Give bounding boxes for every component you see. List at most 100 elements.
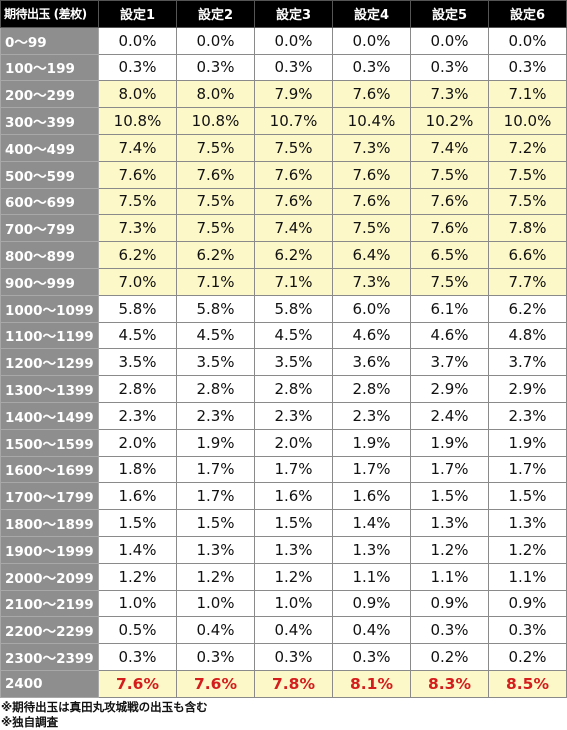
table-cell: 2.3% [98,401,177,430]
row-label: 1200〜1299 [0,348,99,377]
table-row: 1500〜1599 2.0% 1.9% 2.0% 1.9% 1.9% 1.9% [0,428,567,457]
table-body: 0〜99 0.0% 0.0% 0.0% 0.0% 0.0% 0.0% 100〜199 0.3% 0… [0,26,567,698]
table-row: 1000〜1099 5.8% 5.8% 5.8% 6.0% 6.1% 6.2% [0,294,567,323]
row-label: 300〜399 [0,107,99,135]
row-label: 1700〜1799 [0,482,99,511]
row-label: 500〜599 [0,160,99,189]
table-row: 600〜699 7.5% 7.5% 7.6% 7.6% 7.6% 7.5% [0,187,567,216]
table-cell: 1.2% [98,562,177,591]
payout-distribution-table: 期待出玉 (差枚) 設定1 設定2 設定3 設定4 設定5 設定6 0〜99 0.… [0,0,567,698]
table-cell: 0.0% [98,26,177,55]
table-cell: 7.5% [332,214,411,243]
table-cell: 0.3% [488,616,567,645]
table-cell: 4.5% [254,321,333,350]
table-cell: 2.3% [332,401,411,430]
table-cell: 0.4% [254,616,333,645]
row-label: 900〜999 [0,267,99,296]
row-label: 1600〜1699 [0,455,99,484]
table-cell: 6.5% [410,241,489,269]
table-cell: 2.3% [254,401,333,430]
column-header-setting-1: 設定1 [98,0,177,28]
table-cell: 1.5% [254,509,333,537]
table-cell: 4.8% [488,321,567,350]
table-cell: 7.6% [332,187,411,216]
table-cell: 7.3% [98,214,177,243]
table-cell: 0.3% [488,53,567,82]
table-row: 400〜499 7.4% 7.5% 7.5% 7.3% 7.4% 7.2% [0,133,567,162]
table-cell: 0.3% [254,53,333,82]
table-cell: 7.1% [176,267,255,296]
table-cell: 2.8% [332,375,411,403]
table-cell: 2.8% [176,375,255,403]
table-cell: 1.6% [332,482,411,511]
table-cell: 7.6% [254,160,333,189]
table-cell: 1.5% [98,509,177,537]
table-cell: 2.9% [488,375,567,403]
table-cell: 10.0% [488,107,567,135]
row-label: 2100〜2199 [0,589,99,618]
table-cell: 1.9% [176,428,255,457]
table-cell: 0.3% [410,53,489,82]
table-cell: 7.9% [254,80,333,109]
table-cell: 7.6% [332,80,411,109]
table-cell: 1.2% [254,562,333,591]
table-cell: 1.0% [254,589,333,618]
table-cell: 8.0% [98,80,177,109]
table-cell: 6.0% [332,294,411,323]
table-row: 1600〜1699 1.8% 1.7% 1.7% 1.7% 1.7% 1.7% [0,455,567,484]
table-cell: 7.4% [254,214,333,243]
table-cell: 2.0% [254,428,333,457]
column-header-setting-2: 設定2 [176,0,255,28]
table-cell: 0.3% [176,643,255,671]
table-row: 2300〜2399 0.3% 0.3% 0.3% 0.3% 0.2% 0.2% [0,643,567,671]
table-cell: 1.0% [98,589,177,618]
table-cell: 6.2% [176,241,255,269]
table-row: 1900〜1999 1.4% 1.3% 1.3% 1.3% 1.2% 1.2% [0,535,567,564]
table-row: 200〜299 8.0% 8.0% 7.9% 7.6% 7.3% 7.1% [0,80,567,109]
row-label: 1500〜1599 [0,428,99,457]
table-cell: 1.1% [410,562,489,591]
column-header-setting-6: 設定6 [488,0,567,28]
table-cell: 5.8% [254,294,333,323]
table-cell: 1.7% [488,455,567,484]
table-cell: 0.0% [176,26,255,55]
table-cell: 0.0% [410,26,489,55]
row-label: 400〜499 [0,133,99,162]
table-cell: 7.1% [488,80,567,109]
table-row: 900〜999 7.0% 7.1% 7.1% 7.3% 7.5% 7.7% [0,267,567,296]
table-cell: 5.8% [176,294,255,323]
table-cell: 1.1% [488,562,567,591]
table-cell: 6.2% [488,294,567,323]
table-cell: 2.3% [176,401,255,430]
table-cell: 1.7% [176,455,255,484]
table-cell: 1.3% [254,535,333,564]
table-cell: 0.9% [332,589,411,618]
table-cell: 7.3% [332,267,411,296]
table-cell: 3.6% [332,348,411,377]
table-cell: 1.7% [176,482,255,511]
table-row-2400: 2400 7.6% 7.6% 7.8% 8.1% 8.3% 8.5% [0,669,567,698]
table-cell: 4.5% [98,321,177,350]
table-row: 2200〜2299 0.5% 0.4% 0.4% 0.4% 0.3% 0.3% [0,616,567,645]
table-cell: 2.0% [98,428,177,457]
table-row: 300〜399 10.8% 10.8% 10.7% 10.4% 10.2% 10.0% [0,107,567,135]
table-cell: 1.2% [410,535,489,564]
table-cell: 7.6% [410,187,489,216]
row-label: 2200〜2299 [0,616,99,645]
table-cell: 7.6% [98,160,177,189]
table-cell: 10.8% [98,107,177,135]
row-label: 800〜899 [0,241,99,269]
table-cell: 10.2% [410,107,489,135]
table-cell: 4.6% [410,321,489,350]
table-cell: 1.4% [98,535,177,564]
row-label: 2000〜2099 [0,562,99,591]
table-cell: 7.5% [176,214,255,243]
table-cell: 7.6% [176,669,255,698]
table-cell: 7.6% [254,187,333,216]
table-cell: 7.4% [98,133,177,162]
table-row: 100〜199 0.3% 0.3% 0.3% 0.3% 0.3% 0.3% [0,53,567,82]
table-cell: 1.8% [98,455,177,484]
table-row: 2000〜2099 1.2% 1.2% 1.2% 1.1% 1.1% 1.1% [0,562,567,591]
table-cell: 1.7% [332,455,411,484]
row-label: 1800〜1899 [0,509,99,537]
